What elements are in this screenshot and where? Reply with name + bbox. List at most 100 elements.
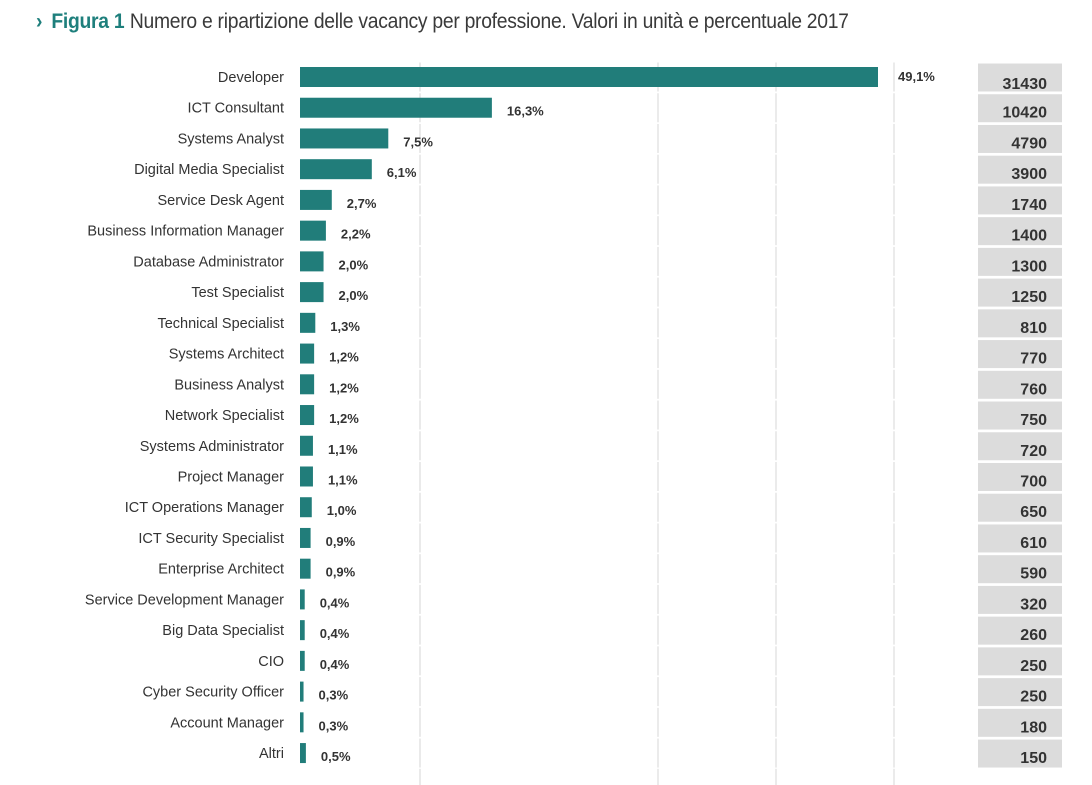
figure-title: › Figura 1 Numero e ripartizione delle vac… (36, 10, 849, 34)
category-label: ICT Consultant (188, 101, 284, 117)
value-label: 4790 (1011, 135, 1047, 152)
category-label: Business Information Manager (87, 224, 284, 240)
percent-label: 0,9% (326, 534, 356, 549)
category-label: Database Administrator (133, 254, 284, 270)
percent-label: 1,1% (328, 472, 358, 487)
value-label: 250 (1020, 689, 1047, 706)
category-label: Systems Administrator (140, 439, 284, 455)
percent-label: 2,0% (339, 257, 369, 272)
value-box (978, 585, 1062, 614)
bar (300, 189, 332, 210)
value-box (978, 340, 1062, 369)
percent-label: 0,4% (320, 657, 350, 672)
percent-label: 2,7% (347, 196, 377, 211)
bar (300, 650, 305, 671)
percent-label: 0,3% (319, 718, 349, 733)
percent-label: 16,3% (507, 104, 544, 119)
bar (300, 712, 304, 733)
percent-label: 1,3% (330, 319, 360, 334)
bar (300, 282, 324, 303)
bar (300, 558, 311, 579)
figure-title-text: Numero e ripartizione delle vacancy per … (129, 10, 849, 33)
value-box (978, 555, 1062, 584)
bar (300, 220, 326, 241)
category-label: Service Desk Agent (157, 193, 284, 209)
bar (300, 312, 316, 333)
value-box (978, 462, 1062, 491)
figure-number: Figura 1 (51, 10, 125, 33)
percent-label: 49,1% (898, 69, 935, 84)
value-box (978, 63, 1062, 92)
percent-label: 0,4% (320, 626, 350, 641)
bar (300, 527, 311, 548)
percent-label: 1,0% (327, 503, 357, 518)
bar (300, 405, 315, 426)
category-label: Big Data Specialist (162, 623, 284, 639)
value-label: 250 (1020, 658, 1047, 675)
percent-label: 0,5% (321, 749, 351, 764)
bar (300, 128, 389, 149)
value-box (978, 370, 1062, 399)
value-box (978, 155, 1062, 184)
value-label: 3900 (1011, 166, 1047, 183)
value-box (978, 124, 1062, 153)
category-label: Test Specialist (191, 285, 284, 301)
value-box (978, 524, 1062, 553)
value-label: 31430 (1003, 76, 1048, 93)
value-label: 700 (1020, 473, 1047, 490)
value-label: 1740 (1011, 197, 1047, 214)
percent-label: 6,1% (387, 165, 417, 180)
bar (300, 435, 313, 456)
category-label: Enterprise Architect (158, 562, 284, 578)
percent-label: 1,2% (329, 350, 359, 365)
percent-label: 1,2% (329, 411, 359, 426)
value-box (978, 401, 1062, 430)
category-label: Business Analyst (174, 377, 284, 393)
bar (300, 589, 305, 610)
bar (300, 497, 312, 518)
value-box (978, 94, 1062, 123)
value-label: 720 (1020, 443, 1047, 460)
bar (300, 251, 324, 272)
percent-label: 2,0% (339, 288, 369, 303)
category-label: Service Development Manager (85, 592, 284, 608)
value-box (978, 647, 1062, 676)
bar (300, 681, 304, 702)
value-label: 590 (1020, 566, 1047, 583)
value-box (978, 247, 1062, 276)
value-box (978, 678, 1062, 707)
category-label: Systems Analyst (178, 131, 284, 147)
value-box (978, 309, 1062, 338)
value-label: 1250 (1011, 289, 1047, 306)
value-label: 10420 (1003, 105, 1048, 122)
value-label: 260 (1020, 627, 1047, 644)
value-label: 1400 (1011, 228, 1047, 245)
category-label: ICT Operations Manager (125, 500, 284, 516)
bar (300, 374, 315, 395)
value-box (978, 278, 1062, 307)
category-label: Account Manager (170, 715, 284, 731)
bar (300, 343, 315, 364)
value-label: 1300 (1011, 258, 1047, 275)
category-label: Digital Media Specialist (134, 162, 284, 178)
category-label: Systems Architect (169, 347, 284, 363)
bar (300, 466, 313, 487)
chevron-right-icon: › (36, 10, 43, 33)
category-label: Network Specialist (165, 408, 284, 424)
value-box (978, 708, 1062, 737)
value-box (978, 186, 1062, 215)
category-label: Project Manager (178, 469, 285, 485)
bar (300, 67, 878, 87)
bar (300, 97, 492, 118)
percent-label: 1,1% (328, 442, 358, 457)
category-label: ICT Security Specialist (138, 531, 284, 547)
value-label: 760 (1020, 381, 1047, 398)
bar (300, 743, 306, 764)
value-label: 320 (1020, 596, 1047, 613)
value-label: 770 (1020, 351, 1047, 368)
category-label: Technical Specialist (157, 316, 284, 332)
value-box (978, 432, 1062, 461)
value-label: 810 (1020, 320, 1047, 337)
value-box (978, 493, 1062, 522)
